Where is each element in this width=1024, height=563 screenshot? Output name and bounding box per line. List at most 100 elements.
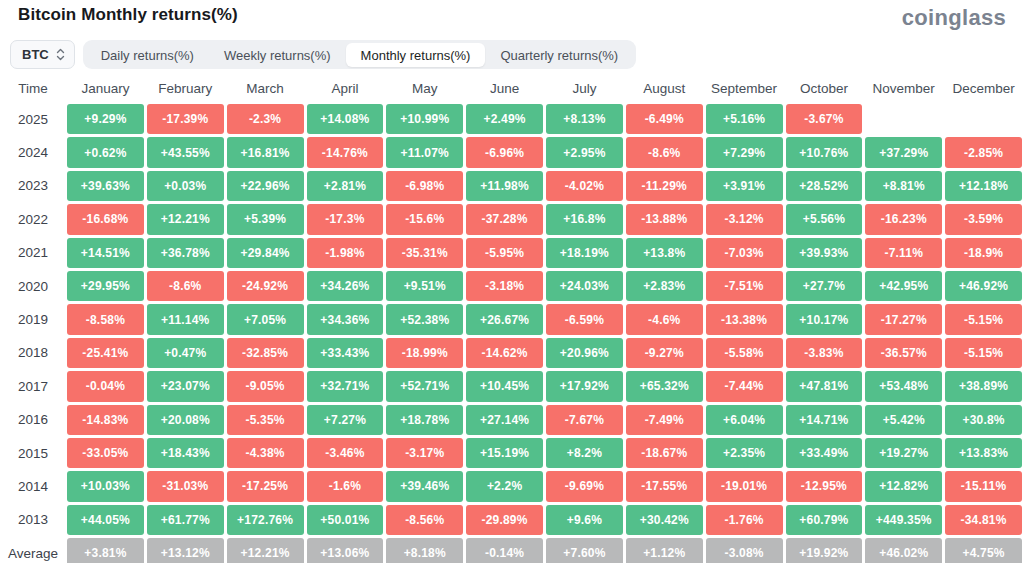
return-cell: +3.81% (67, 538, 144, 563)
return-cell: +43.55% (147, 137, 224, 167)
return-cell: +8.18% (386, 538, 463, 563)
return-cell: +18.43% (147, 438, 224, 468)
return-cell: +449.35% (865, 505, 942, 535)
return-cell: +28.52% (786, 171, 863, 201)
return-cell: +34.36% (307, 304, 384, 334)
return-cell: -31.03% (147, 471, 224, 501)
return-cell: -18.67% (626, 438, 703, 468)
return-cell: -19.01% (706, 471, 783, 501)
return-cell: -3.08% (706, 538, 783, 563)
return-cell: +1.12% (626, 538, 703, 563)
return-cell: +6.04% (706, 405, 783, 435)
return-cell: -4.02% (546, 171, 623, 201)
row-time-label: 2015 (2, 438, 64, 468)
tab-quarterly-returns[interactable]: Quarterly returns(%) (485, 43, 633, 67)
return-cell: +33.43% (307, 338, 384, 368)
row-time-label: 2025 (2, 104, 64, 134)
month-header-august: August (626, 76, 703, 101)
row-time-label: 2018 (2, 338, 64, 368)
return-cell: +14.71% (786, 405, 863, 435)
row-time-label: 2021 (2, 238, 64, 268)
month-header-january: January (67, 76, 144, 101)
return-cell: -4.38% (227, 438, 304, 468)
return-cell: +5.16% (706, 104, 783, 134)
tab-daily-returns[interactable]: Daily returns(%) (86, 43, 209, 67)
return-cell: -4.6% (626, 304, 703, 334)
return-cell: +29.84% (227, 238, 304, 268)
return-cell: +30.8% (945, 405, 1022, 435)
return-cell: -5.15% (945, 338, 1022, 368)
return-cell: -32.85% (227, 338, 304, 368)
return-cell: -15.6% (386, 204, 463, 234)
month-header-june: June (466, 76, 543, 101)
return-cell: -8.56% (386, 505, 463, 535)
return-cell: +26.67% (466, 304, 543, 334)
symbol-select[interactable]: BTC (10, 40, 75, 69)
row-time-label: 2023 (2, 171, 64, 201)
return-cell: +8.81% (865, 171, 942, 201)
return-cell: +10.03% (67, 471, 144, 501)
return-cell: +8.13% (546, 104, 623, 134)
return-cell: +12.18% (945, 171, 1022, 201)
return-cell: +2.81% (307, 171, 384, 201)
return-cell: +30.42% (626, 505, 703, 535)
return-cell: -8.6% (626, 137, 703, 167)
row-time-label: 2019 (2, 304, 64, 334)
return-cell: -17.3% (307, 204, 384, 234)
return-cell: +27.14% (466, 405, 543, 435)
return-cell: +2.95% (546, 137, 623, 167)
return-cell: +16.8% (546, 204, 623, 234)
return-cell: +61.77% (147, 505, 224, 535)
return-cell: +11.14% (147, 304, 224, 334)
row-time-label: 2013 (2, 505, 64, 535)
return-cell: -11.29% (626, 171, 703, 201)
return-cell: -15.11% (945, 471, 1022, 501)
tab-weekly-returns[interactable]: Weekly returns(%) (209, 43, 346, 67)
return-cell: -1.98% (307, 238, 384, 268)
return-cell: +18.78% (386, 405, 463, 435)
return-cell: +5.56% (786, 204, 863, 234)
return-cell: -9.05% (227, 371, 304, 401)
tabs-group: Daily returns(%)Weekly returns(%)Monthly… (83, 40, 636, 69)
return-cell: -3.83% (786, 338, 863, 368)
return-cell: +0.03% (147, 171, 224, 201)
return-cell: +39.46% (386, 471, 463, 501)
return-cell: +53.48% (865, 371, 942, 401)
return-cell: -1.6% (307, 471, 384, 501)
return-cell: -3.46% (307, 438, 384, 468)
return-cell: -7.49% (626, 405, 703, 435)
returns-grid: 2025+9.29%-17.39%-2.3%+14.08%+10.99%+2.4… (2, 104, 1022, 563)
return-cell: +14.51% (67, 238, 144, 268)
return-cell: -34.81% (945, 505, 1022, 535)
return-cell: +13.8% (626, 238, 703, 268)
return-cell: -18.9% (945, 238, 1022, 268)
return-cell: -7.11% (865, 238, 942, 268)
return-cell: -13.88% (626, 204, 703, 234)
month-header-april: April (307, 76, 384, 101)
row-time-label: 2016 (2, 405, 64, 435)
return-cell: -8.58% (67, 304, 144, 334)
return-cell: -17.39% (147, 104, 224, 134)
return-cell: -3.59% (945, 204, 1022, 234)
return-cell: +46.92% (945, 271, 1022, 301)
row-time-label: 2020 (2, 271, 64, 301)
return-cell: -6.96% (466, 137, 543, 167)
return-cell: +0.62% (67, 137, 144, 167)
return-cell: +10.17% (786, 304, 863, 334)
tab-monthly-returns[interactable]: Monthly returns(%) (346, 43, 486, 67)
return-cell: -3.17% (386, 438, 463, 468)
return-cell: +12.82% (865, 471, 942, 501)
return-cell: +60.79% (786, 505, 863, 535)
return-cell: -7.67% (546, 405, 623, 435)
return-cell: -18.99% (386, 338, 463, 368)
return-cell: -8.6% (147, 271, 224, 301)
return-cell: +2.49% (466, 104, 543, 134)
return-cell: +9.6% (546, 505, 623, 535)
page-header: Bitcoin Monthly returns(%) coinglass (0, 0, 1024, 31)
return-cell: +13.06% (307, 538, 384, 563)
return-cell: +42.95% (865, 271, 942, 301)
return-cell: +10.99% (386, 104, 463, 134)
return-cell: -0.14% (466, 538, 543, 563)
return-cell: +22.96% (227, 171, 304, 201)
return-cell: -7.51% (706, 271, 783, 301)
